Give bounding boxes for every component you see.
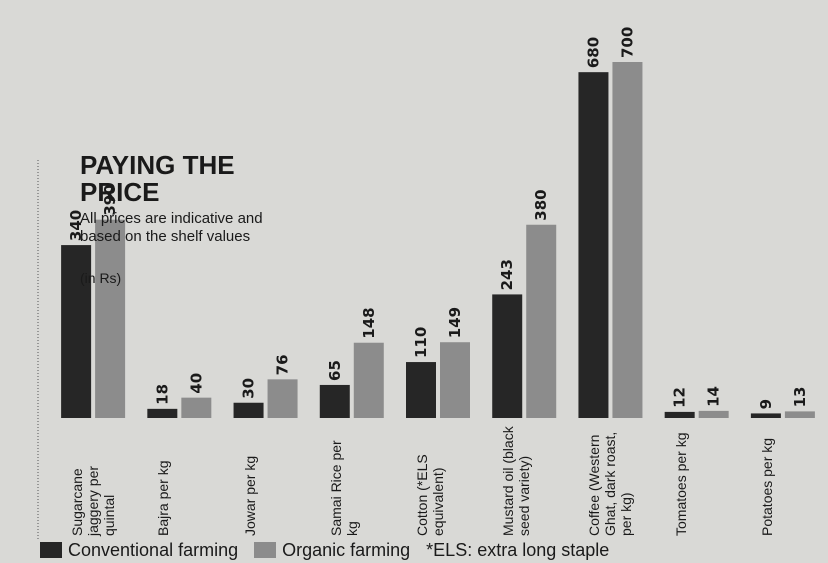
bar: [95, 219, 126, 418]
x-tick-label: Jowar per kg: [241, 455, 258, 536]
value-label: 700: [618, 27, 636, 58]
value-label: 76: [274, 354, 292, 375]
bar: [61, 245, 92, 418]
chart-title: PAYING THE PRICE: [80, 150, 235, 207]
value-label: 13: [791, 387, 809, 408]
bar: [578, 72, 609, 419]
value-label: 9: [757, 399, 775, 409]
value-label: 110: [412, 327, 430, 358]
bar: [353, 342, 384, 418]
x-tick-label: Coffee (Western Ghat, dark roast, per kg…: [586, 431, 635, 536]
bar: [698, 410, 729, 418]
unit-note: (in Rs): [80, 270, 122, 286]
x-tick-label: Tomatoes per kg: [672, 432, 689, 537]
x-tick-label: Cotton (*ELS equivalent): [414, 454, 446, 536]
bar: [267, 379, 298, 418]
bar: [181, 397, 212, 418]
bar: [612, 62, 643, 418]
footnote: *ELS: extra long staple: [426, 540, 610, 560]
x-tick-label: Sugarcane jaggery per quintal: [69, 465, 118, 536]
bar: [406, 362, 436, 418]
bar: [526, 224, 557, 418]
value-label: 380: [532, 189, 550, 220]
value-label: 340: [67, 210, 85, 241]
legend-item: Organic farming: [254, 540, 410, 561]
value-label: 65: [326, 360, 344, 381]
legend-swatch: [40, 542, 62, 558]
value-label: 390: [101, 184, 119, 215]
value-label: 12: [671, 387, 689, 408]
legend: Conventional farming Organic farming *EL…: [40, 540, 609, 561]
legend-label: Conventional farming: [68, 540, 239, 560]
bar: [664, 411, 695, 418]
value-label: 30: [240, 378, 258, 399]
value-label: 680: [584, 37, 602, 68]
value-label: 149: [446, 307, 464, 338]
bar: [750, 413, 781, 418]
x-tick-label: Bajra per kg: [155, 460, 172, 536]
x-tick-label: Samai Rice per kg: [327, 440, 360, 536]
value-label: 18: [153, 384, 171, 405]
bar: [784, 411, 815, 418]
bar: [319, 384, 350, 418]
bar: [492, 294, 523, 418]
legend-swatch: [254, 542, 277, 558]
chart-subtitle: All prices are indicative and based on t…: [80, 210, 263, 245]
value-label: 14: [705, 386, 723, 407]
bar: [147, 408, 178, 418]
bar: [233, 402, 264, 418]
legend-item: Conventional farming: [40, 540, 238, 561]
bar: [440, 342, 470, 418]
legend-label: Organic farming: [282, 540, 411, 560]
value-label: 148: [360, 307, 378, 338]
value-label: 243: [498, 259, 516, 290]
x-tick-label: Potatoes per kg: [758, 437, 775, 536]
x-tick-label: Mustard oil (black seed variety): [500, 426, 533, 536]
value-label: 40: [187, 373, 205, 394]
